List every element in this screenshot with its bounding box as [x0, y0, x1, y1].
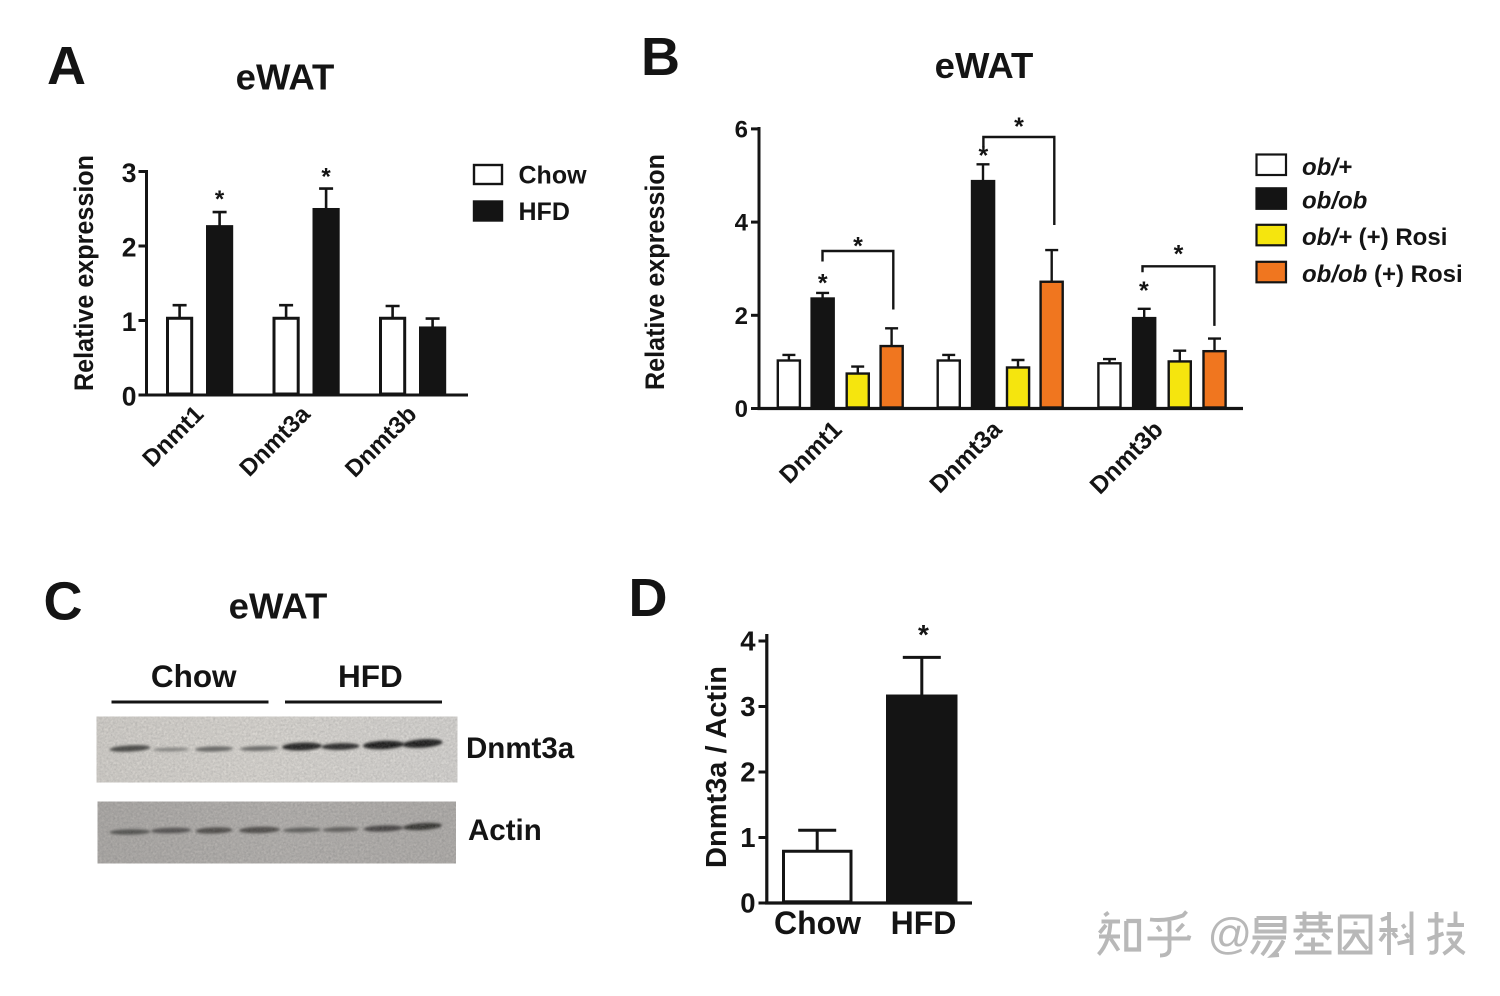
svg-text:eWAT: eWAT	[935, 45, 1034, 86]
svg-text:1: 1	[122, 307, 137, 337]
svg-text:HFD: HFD	[519, 198, 570, 226]
svg-text:Actin: Actin	[468, 814, 542, 847]
svg-text:*: *	[321, 163, 331, 190]
svg-text:ob/+: ob/+	[1302, 154, 1352, 181]
svg-text:eWAT: eWAT	[236, 57, 335, 98]
svg-text:Dnmt3a / Actin: Dnmt3a / Actin	[701, 666, 733, 868]
svg-text:2: 2	[740, 757, 755, 788]
svg-text:*: *	[1174, 241, 1184, 269]
svg-text:Chow: Chow	[519, 162, 588, 190]
svg-text:*: *	[215, 186, 225, 213]
svg-text:4: 4	[740, 626, 756, 657]
svg-text:2: 2	[122, 233, 137, 263]
svg-text:0: 0	[735, 396, 748, 423]
svg-text:D: D	[629, 568, 668, 628]
svg-text:0: 0	[740, 888, 755, 919]
svg-text:B: B	[641, 27, 680, 87]
svg-text:*: *	[853, 232, 863, 260]
svg-text:4: 4	[735, 210, 749, 237]
svg-text:*: *	[979, 142, 989, 170]
svg-text:*: *	[918, 619, 929, 650]
svg-text:2: 2	[735, 303, 748, 330]
svg-text:ob/ob: ob/ob	[1302, 188, 1367, 215]
svg-text:3: 3	[740, 691, 755, 722]
svg-text:HFD: HFD	[338, 658, 403, 694]
svg-text:*: *	[1139, 277, 1149, 305]
svg-text:ob/ob (+) Rosi: ob/ob (+) Rosi	[1302, 261, 1463, 288]
svg-text:ob/+ (+) Rosi: ob/+ (+) Rosi	[1302, 224, 1447, 251]
svg-text:1: 1	[740, 822, 755, 853]
svg-text:*: *	[818, 270, 828, 298]
svg-text:@: @	[1208, 910, 1253, 959]
svg-text:Relative expression: Relative expression	[640, 154, 670, 390]
svg-text:eWAT: eWAT	[229, 586, 328, 627]
svg-text:Chow: Chow	[151, 658, 237, 694]
svg-text:*: *	[1014, 113, 1024, 141]
svg-text:Dnmt3a: Dnmt3a	[466, 732, 575, 765]
svg-text:6: 6	[735, 116, 748, 143]
svg-text:0: 0	[122, 382, 137, 412]
svg-text:Relative expression: Relative expression	[69, 155, 99, 391]
svg-text:3: 3	[122, 158, 137, 188]
svg-text:A: A	[47, 36, 86, 96]
svg-text:Chow: Chow	[774, 905, 861, 941]
svg-text:C: C	[44, 572, 83, 632]
svg-text:HFD: HFD	[891, 905, 957, 941]
